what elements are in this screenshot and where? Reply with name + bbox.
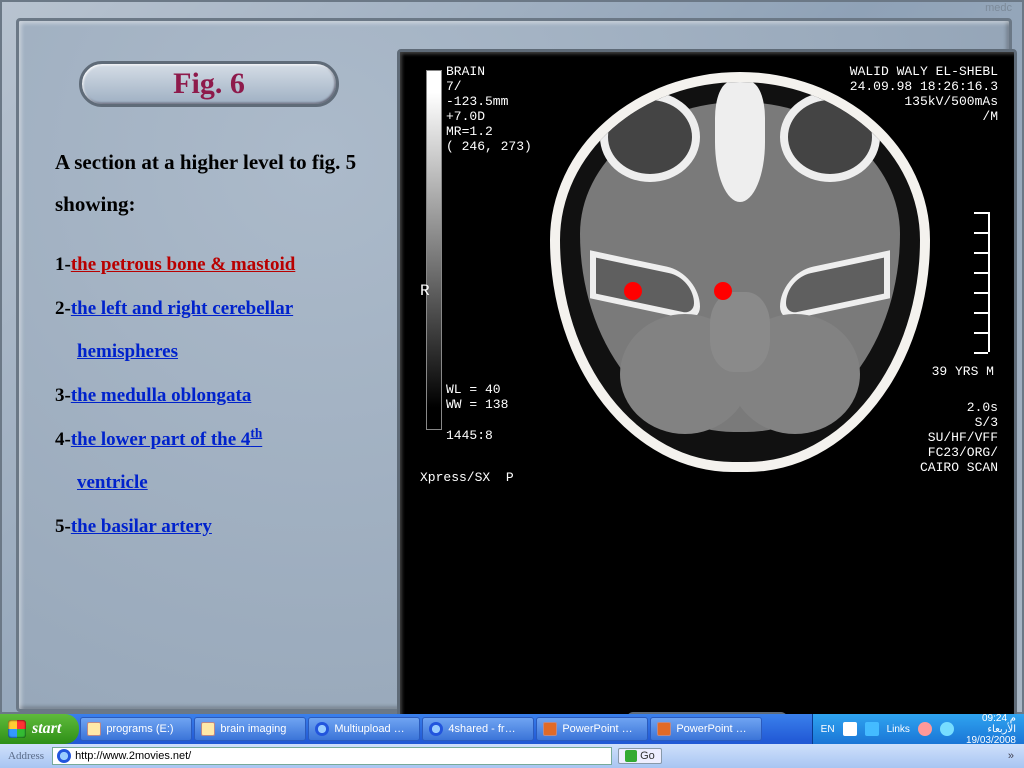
anatomy-link[interactable]: the basilar artery [71, 516, 212, 537]
task-icon [657, 722, 671, 736]
anatomy-link[interactable]: the petrous bone & mastoid [71, 254, 296, 275]
ct-meta-bottom-right: 2.0s S/3 SU/HF/VFF FC23/ORG/ CAIRO SCAN [920, 400, 998, 475]
task-icon [429, 722, 443, 736]
taskbar-task[interactable]: brain imaging [194, 717, 306, 741]
ct-side-marker: R [420, 282, 430, 300]
tray-icon[interactable] [843, 722, 857, 736]
anatomy-item: 2-the left and right cerebellarhemispher… [55, 287, 390, 374]
tray-icon[interactable] [940, 722, 954, 736]
task-icon [201, 722, 215, 736]
task-label: brain imaging [220, 723, 286, 735]
taskbar-task[interactable]: programs (E:) [80, 717, 192, 741]
grayscale-bar [426, 70, 442, 430]
anatomy-item: 3-the medulla oblongata [55, 374, 390, 418]
ct-series-code: 1445:8 [446, 428, 493, 443]
ie-icon [57, 749, 71, 763]
ct-image-area: BRAIN 7/ -123.5mm +7.0D MR=1.2 ( 246, 27… [400, 52, 1014, 492]
ct-bottom-left: Xpress/SX P [420, 470, 514, 485]
task-label: Multiupload … [334, 723, 404, 735]
ct-head-outline [550, 72, 930, 472]
anatomy-link[interactable]: hemispheres [77, 330, 390, 374]
anatomy-item: 4-the lower part of the 4thventricle [55, 418, 390, 505]
ct-meta-top-left: BRAIN 7/ -123.5mm +7.0D MR=1.2 ( 246, 27… [446, 64, 532, 154]
annotation-marker [624, 282, 642, 300]
language-indicator[interactable]: EN [821, 724, 835, 735]
address-label: Address [0, 750, 52, 762]
task-buttons: programs (E:) brain imaging Multiupload … 4… [79, 714, 763, 744]
nasal-septum [715, 82, 765, 202]
task-label: programs (E:) [106, 723, 173, 735]
clock-date: 19/03/2008 [966, 735, 1016, 746]
clock-day: الأربعاء [966, 724, 1016, 735]
tray-icon[interactable] [865, 722, 879, 736]
go-button[interactable]: Go [618, 748, 662, 764]
orbit-left [600, 92, 700, 182]
address-input[interactable]: http://www.2movies.net/ [52, 747, 612, 765]
task-icon [315, 722, 329, 736]
ct-patient-age: 39 YRS M [932, 364, 994, 379]
figure-title: Fig. 6 [173, 67, 245, 101]
go-label: Go [640, 750, 655, 762]
clock[interactable]: 09:24 م الأربعاء 19/03/2008 [962, 713, 1016, 746]
clock-time: 09:24 م [966, 713, 1016, 724]
anatomy-item: 5-the basilar artery [55, 505, 390, 549]
slide-area: Fig. 6 A section at a higher level to fi… [16, 18, 1012, 712]
windows-taskbar: start programs (E:) brain imaging Multiupl… [0, 714, 1024, 768]
description-column: A section at a higher level to fig. 5 sh… [55, 141, 390, 549]
task-label: 4shared - fr… [448, 723, 515, 735]
intro-text: A section at a higher level to fig. 5 sh… [55, 141, 390, 225]
links-label[interactable]: Links [887, 724, 910, 735]
ct-window-level: WL = 40 WW = 138 [446, 382, 508, 412]
anatomy-link[interactable]: the medulla oblongata [71, 385, 252, 406]
annotation-marker [714, 282, 732, 300]
system-tray[interactable]: EN Links 09:24 م الأربعاء 19/03/2008 [812, 714, 1024, 744]
task-icon [543, 722, 557, 736]
links-toolbar[interactable]: » [998, 750, 1024, 762]
anatomy-link[interactable]: ventricle [77, 461, 390, 505]
tray-icon[interactable] [918, 722, 932, 736]
anatomy-list: 1-the petrous bone & mastoid2-the left a… [55, 243, 390, 549]
brainstem [710, 292, 770, 372]
task-icon [87, 722, 101, 736]
task-label: PowerPoint … [676, 723, 746, 735]
start-button[interactable]: start [0, 714, 79, 744]
scale-ruler [980, 212, 990, 352]
windows-logo-icon [8, 720, 26, 738]
orbit-right [780, 92, 880, 182]
task-label: PowerPoint … [562, 723, 632, 735]
brand-watermark: medc [985, 2, 1012, 14]
taskbar-task[interactable]: 4shared - fr… [422, 717, 534, 741]
presentation-frame: medc Fig. 6 A section at a higher level … [0, 0, 1024, 714]
ct-scan-panel: BRAIN 7/ -123.5mm +7.0D MR=1.2 ( 246, 27… [397, 49, 1017, 729]
anatomy-item: 1-the petrous bone & mastoid [55, 243, 390, 287]
figure-title-pill: Fig. 6 [79, 61, 339, 107]
address-url: http://www.2movies.net/ [75, 750, 191, 762]
taskbar-task[interactable]: Multiupload … [308, 717, 420, 741]
taskbar-task[interactable]: PowerPoint … [536, 717, 648, 741]
taskbar-top-row: start programs (E:) brain imaging Multiupl… [0, 714, 1024, 744]
taskbar-task[interactable]: PowerPoint … [650, 717, 762, 741]
start-label: start [32, 720, 61, 738]
anatomy-link[interactable]: the left and right cerebellar [71, 298, 293, 319]
anatomy-link[interactable]: the lower part of the 4th [71, 429, 262, 450]
go-arrow-icon [625, 750, 637, 762]
address-bar-row: Address http://www.2movies.net/ Go » [0, 744, 1024, 768]
